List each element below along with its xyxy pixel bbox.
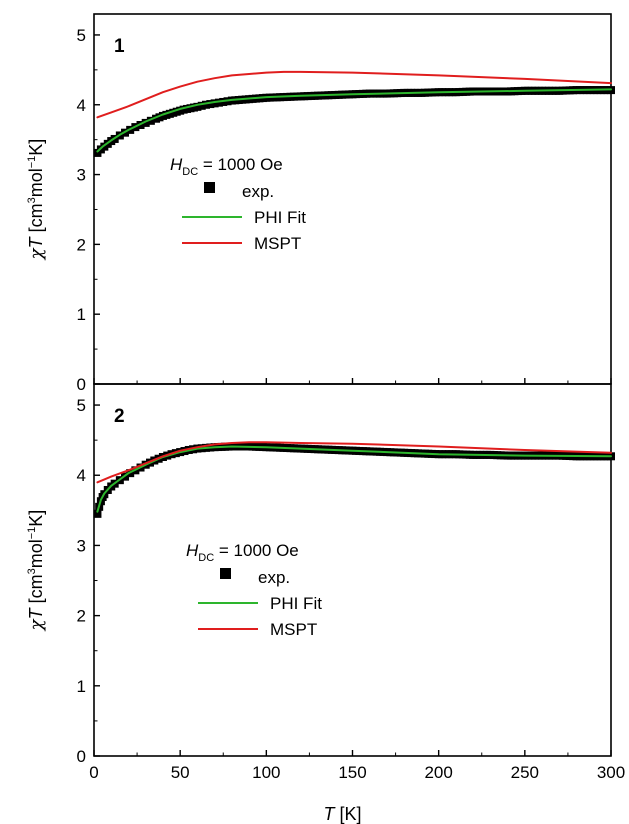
y-tick-label: 1 <box>77 305 86 324</box>
y-tick-label: 3 <box>77 166 86 185</box>
data-point-exp <box>93 509 102 518</box>
y-tick-label: 3 <box>77 536 86 555</box>
legend-swatch-exp <box>220 568 231 579</box>
data-point-exp-fill <box>214 98 223 107</box>
data-point-exp-fill <box>197 101 206 110</box>
panel-label: 2 <box>114 406 125 427</box>
data-point-exp <box>202 100 211 109</box>
plot-frame <box>93 13 612 385</box>
x-tick-label: 300 <box>597 763 625 782</box>
y-axis-label: χT [cm3mol−1K] <box>26 510 47 633</box>
x-tick-label: 100 <box>252 763 280 782</box>
legend-entry-phi-fit: PHI Fit <box>254 208 306 227</box>
legend-entry-exp: exp. <box>242 182 274 201</box>
x-tick-label: 50 <box>171 763 190 782</box>
y-tick-label: 1 <box>77 677 86 696</box>
legend-field-label: HDC = 1000 Oe <box>186 541 299 564</box>
data-point-exp-fill <box>206 100 215 109</box>
series-line-phi-fit <box>96 445 612 513</box>
plot-frame <box>93 383 612 757</box>
legend-field-label: HDC = 1000 Oe <box>170 155 283 178</box>
data-point-exp <box>210 99 219 108</box>
legend: HDC = 1000 Oe exp. PHI Fit MSPT <box>170 155 306 253</box>
series-exp <box>93 86 615 157</box>
y-tick-label: 0 <box>77 375 86 394</box>
panel-label: 1 <box>114 36 125 57</box>
legend: HDC = 1000 Oe exp. PHI Fit MSPT <box>186 541 322 639</box>
y-tick-label: 4 <box>77 466 86 485</box>
data-point-exp <box>141 118 150 127</box>
series-line-mspt <box>96 70 612 119</box>
y-tick-label: 2 <box>77 607 86 626</box>
series-line-mspt <box>96 441 612 484</box>
series-line-phi-fit <box>96 88 612 153</box>
x-tick-label: 200 <box>424 763 452 782</box>
x-axis-label: T [K] <box>323 804 361 824</box>
x-tick-label: 150 <box>338 763 366 782</box>
y-tick-label: 0 <box>77 747 86 766</box>
data-point-exp <box>193 102 202 111</box>
x-tick-label: 250 <box>511 763 539 782</box>
y-tick-label: 4 <box>77 96 86 115</box>
data-point-exp <box>146 116 155 125</box>
x-tick-label: 0 <box>89 763 98 782</box>
y-tick-label: 5 <box>77 396 86 415</box>
legend-swatch-exp <box>204 182 215 193</box>
legend-entry-exp: exp. <box>258 568 290 587</box>
data-point-exp <box>219 97 228 106</box>
chart-panel-1: 0 1 2 3 4 5 1 χT [cm3mol−1K] HDC = 1000 Oe exp. PH… <box>26 13 615 394</box>
y-tick-label: 2 <box>77 235 86 254</box>
legend-entry-mspt: MSPT <box>254 234 301 253</box>
y-axis-label: χT [cm3mol−1K] <box>26 139 47 262</box>
legend-entry-phi-fit: PHI Fit <box>270 594 322 613</box>
y-tick-label: 5 <box>77 26 86 45</box>
legend-entry-mspt: MSPT <box>270 620 317 639</box>
